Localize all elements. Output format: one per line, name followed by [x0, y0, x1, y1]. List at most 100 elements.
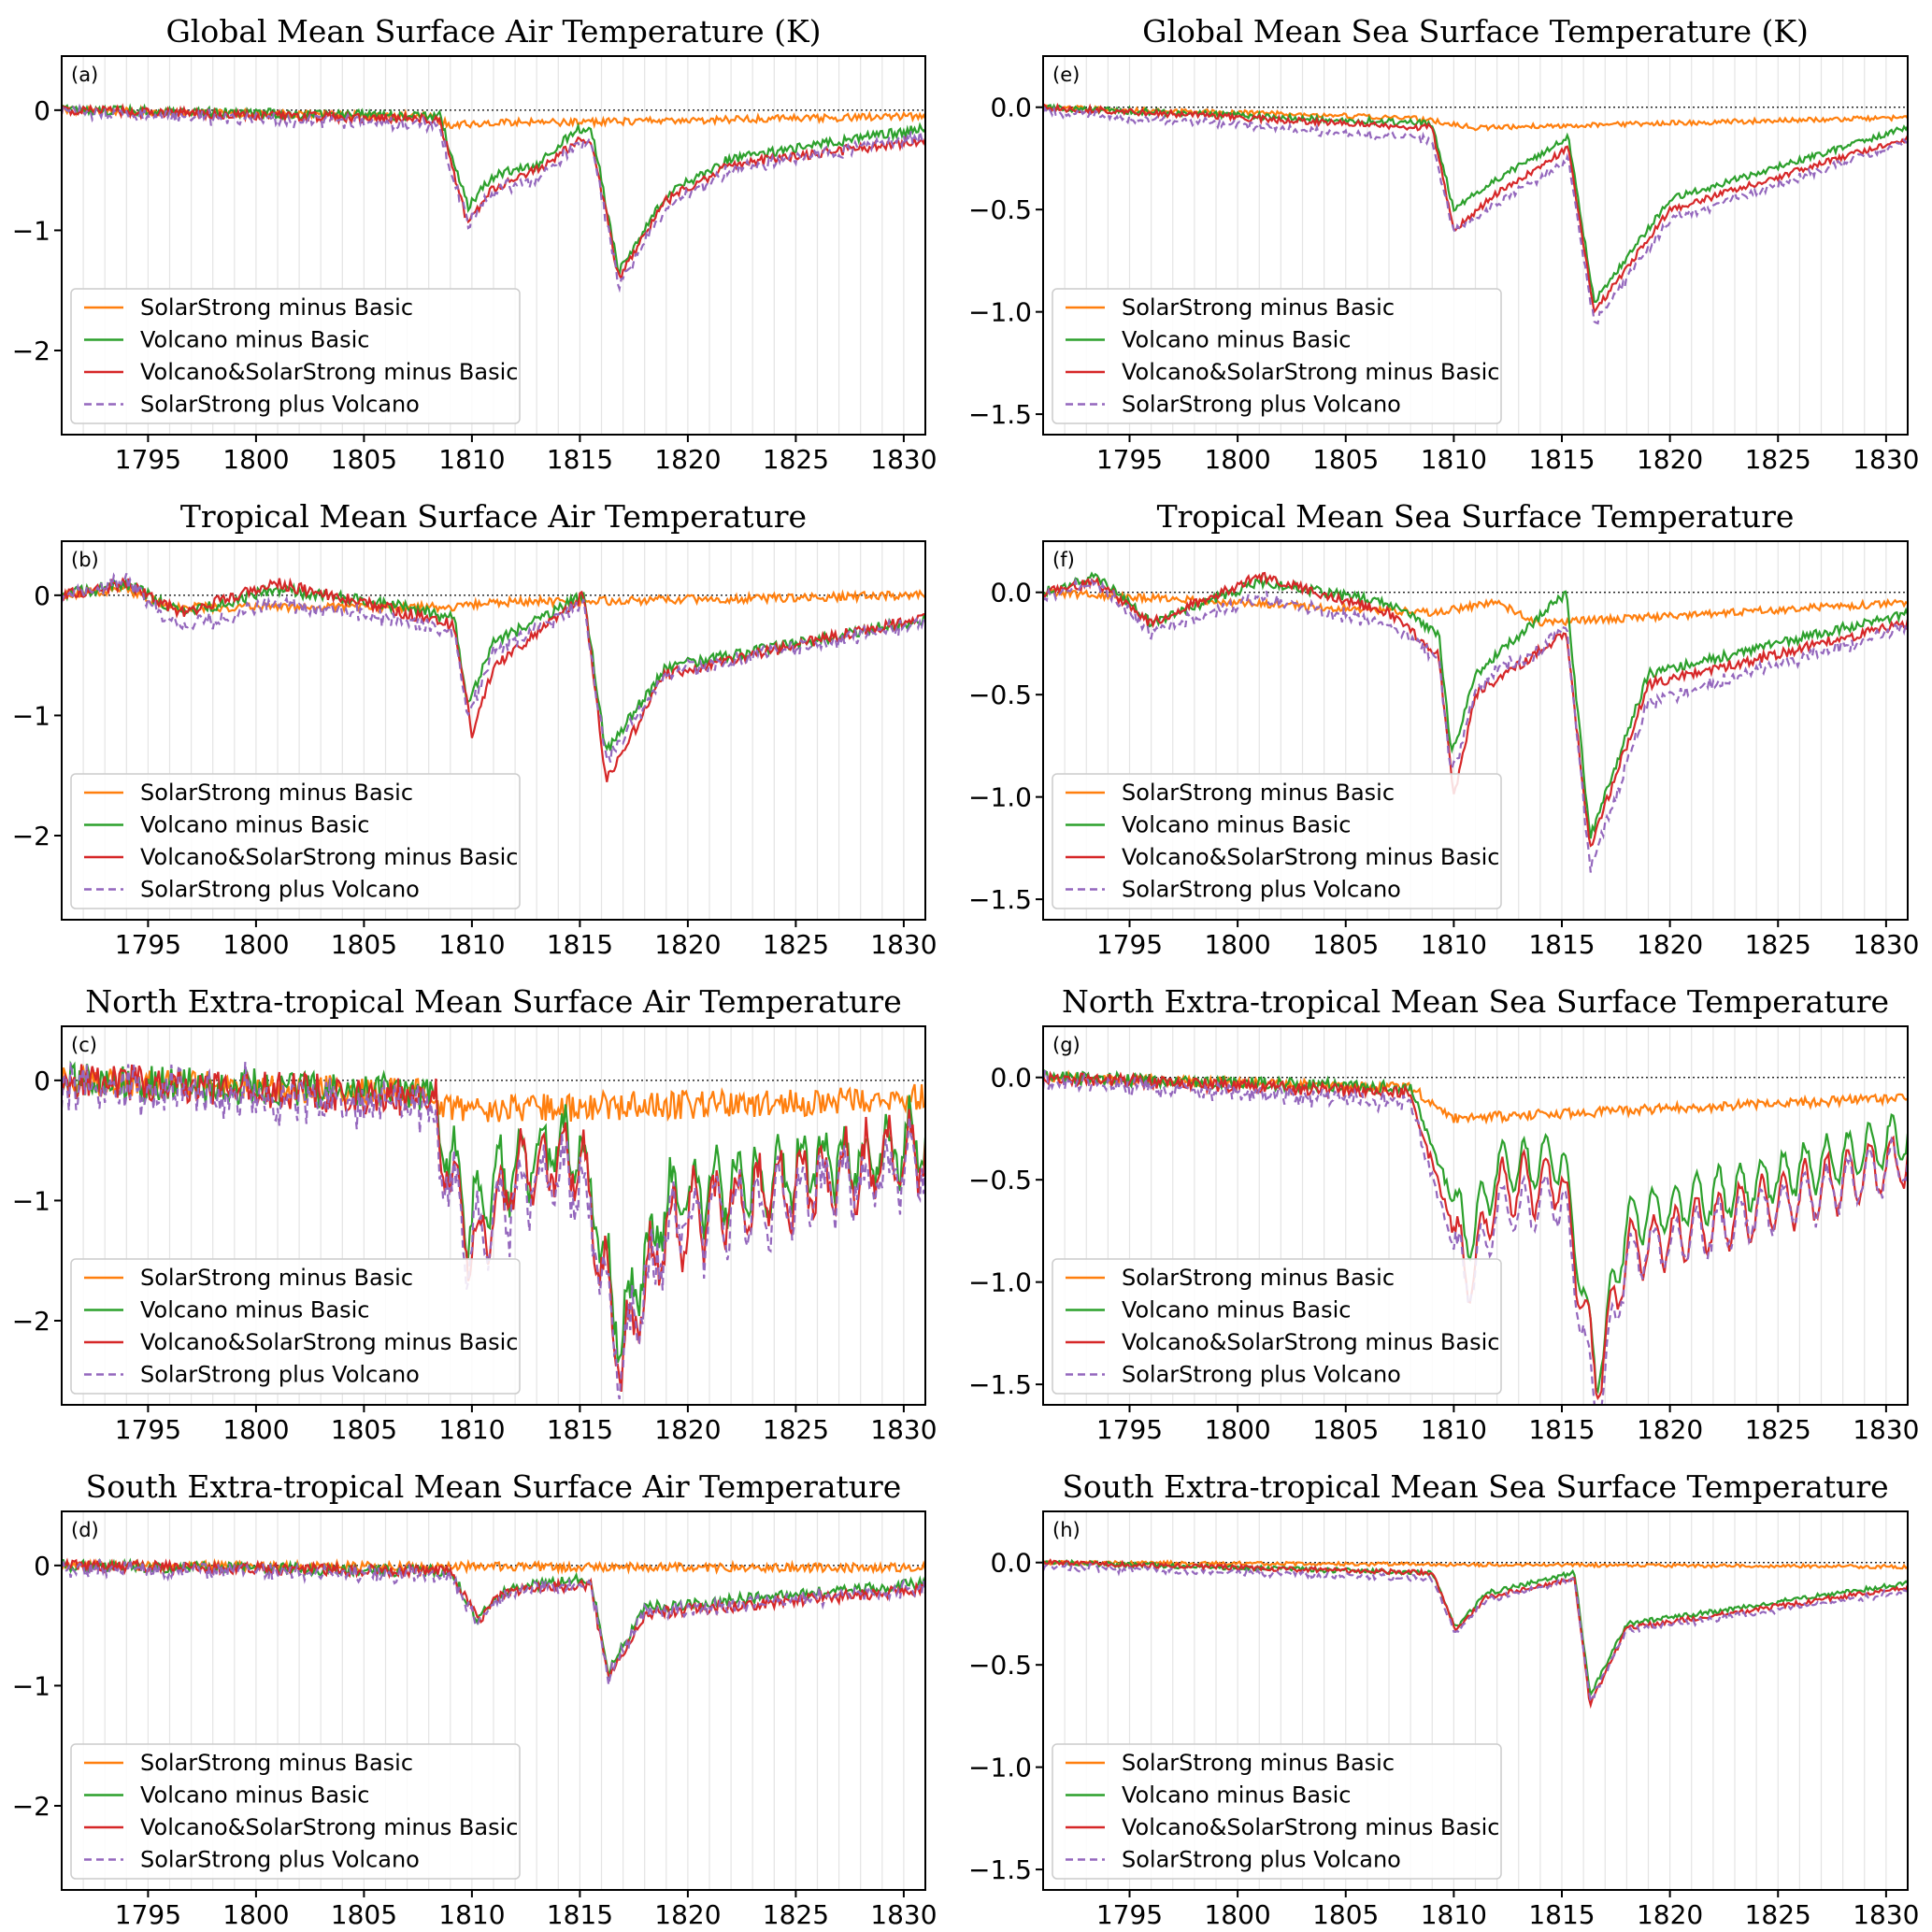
legend-entry: Volcano minus Basic — [1122, 1297, 1351, 1324]
panel-d: South Extra-tropical Mean Surface Air Te… — [12, 1468, 937, 1930]
legend-entry: Volcano minus Basic — [1122, 812, 1351, 838]
series-line-both — [1043, 102, 1908, 315]
x-tick-label: 1800 — [1204, 444, 1270, 475]
x-tick-label: 1805 — [1312, 929, 1379, 960]
y-tick-label: −1.5 — [968, 399, 1032, 430]
panel-g: North Extra-tropical Mean Sea Surface Te… — [968, 983, 1920, 1445]
x-tick-label: 1825 — [1745, 444, 1811, 475]
plot-frame — [1042, 1025, 1909, 1406]
y-tick-label: 0 — [34, 580, 50, 611]
x-tick-label: 1830 — [1853, 929, 1919, 960]
series-line-solar — [1043, 104, 1908, 132]
series-line-plus — [62, 102, 925, 293]
y-tick-label: −0.5 — [968, 1650, 1032, 1681]
y-tick-label: −1 — [12, 215, 50, 246]
legend-box — [1052, 773, 1502, 909]
legend-entry: SolarStrong plus Volcano — [140, 392, 420, 418]
series-line-solar — [62, 584, 925, 616]
x-tick-label: 1810 — [1421, 1414, 1487, 1445]
x-tick-label: 1810 — [438, 444, 505, 475]
legend-entry: Volcano minus Basic — [140, 1297, 369, 1324]
legend: SolarStrong minus Basic Volcano minus Bas… — [70, 288, 521, 424]
x-tick-label: 1805 — [331, 444, 397, 475]
panel-title: Tropical Mean Surface Air Temperature — [180, 498, 807, 535]
legend-entry: SolarStrong plus Volcano — [140, 877, 420, 903]
plot-frame — [61, 1025, 926, 1406]
legend-entry: Volcano minus Basic — [140, 812, 369, 838]
x-tick-label: 1825 — [763, 929, 829, 960]
series-line-solar — [62, 1064, 925, 1123]
series-line-plus — [62, 1558, 925, 1685]
legend-entry: SolarStrong minus Basic — [1122, 1265, 1395, 1291]
y-tick-label: −1.0 — [968, 1753, 1032, 1783]
legend-entry: SolarStrong plus Volcano — [1122, 877, 1401, 903]
x-tick-label: 1805 — [1312, 1899, 1379, 1930]
y-tick-label: 0.0 — [990, 1548, 1032, 1579]
series-line-solar — [62, 1557, 925, 1575]
panel-title: North Extra-tropical Mean Sea Surface Te… — [1062, 983, 1889, 1020]
series-line-plus — [62, 572, 925, 763]
series-line-volcano — [62, 578, 925, 751]
y-tick-label: −2 — [12, 1306, 50, 1337]
panel-label: (g) — [1052, 1034, 1080, 1056]
x-tick-label: 1825 — [1745, 1899, 1811, 1930]
x-tick-label: 1825 — [1745, 1414, 1811, 1445]
x-tick-label: 1815 — [1528, 929, 1595, 960]
y-tick-label: 0.0 — [990, 1063, 1032, 1094]
legend-entry: Volcano minus Basic — [1122, 327, 1351, 353]
legend-box — [70, 773, 521, 909]
x-tick-label: 1795 — [115, 929, 181, 960]
legend-box — [1052, 1743, 1502, 1880]
legend-entry: Volcano&SolarStrong minus Basic — [1122, 1814, 1499, 1840]
panel-label: (h) — [1052, 1519, 1080, 1541]
legend-entry: SolarStrong plus Volcano — [140, 1362, 420, 1388]
legend-entry: Volcano&SolarStrong minus Basic — [1122, 844, 1499, 870]
legend-entry: Volcano&SolarStrong minus Basic — [140, 359, 518, 385]
legend-entry: SolarStrong minus Basic — [140, 294, 413, 321]
panel-title: Tropical Mean Sea Surface Temperature — [1157, 498, 1795, 535]
panel-e: Global Mean Sea Surface Temperature (K) (… — [968, 13, 1920, 475]
series-line-volcano — [62, 103, 925, 275]
x-tick-label: 1810 — [438, 929, 505, 960]
y-tick-label: 0.0 — [990, 93, 1032, 123]
legend-entry: Volcano minus Basic — [140, 1782, 369, 1809]
y-tick-label: −2 — [12, 821, 50, 852]
legend-entry: SolarStrong minus Basic — [1122, 294, 1395, 321]
plot-frame — [1042, 540, 1909, 921]
plot-frame — [61, 55, 926, 436]
legend-entry: Volcano minus Basic — [140, 327, 369, 353]
x-tick-label: 1830 — [870, 1414, 937, 1445]
x-tick-label: 1830 — [1853, 1414, 1919, 1445]
legend-entry: Volcano&SolarStrong minus Basic — [140, 1329, 518, 1355]
x-tick-label: 1830 — [870, 929, 937, 960]
x-tick-label: 1815 — [547, 1899, 613, 1930]
x-tick-label: 1805 — [331, 1414, 397, 1445]
x-tick-label: 1815 — [547, 929, 613, 960]
legend-box — [1052, 1258, 1502, 1395]
x-tick-label: 1820 — [654, 444, 721, 475]
x-tick-label: 1820 — [654, 929, 721, 960]
x-tick-label: 1820 — [1637, 444, 1703, 475]
x-tick-label: 1815 — [547, 1414, 613, 1445]
x-tick-label: 1805 — [1312, 444, 1379, 475]
x-tick-label: 1795 — [115, 1899, 181, 1930]
x-tick-label: 1795 — [1096, 929, 1163, 960]
x-tick-label: 1795 — [115, 444, 181, 475]
y-tick-label: 0 — [34, 95, 50, 126]
x-tick-label: 1795 — [1096, 1414, 1163, 1445]
legend: SolarStrong minus Basic Volcano minus Bas… — [1052, 773, 1502, 909]
legend-entry: Volcano&SolarStrong minus Basic — [1122, 1329, 1499, 1355]
y-tick-label: −1 — [12, 1670, 50, 1701]
x-tick-label: 1830 — [870, 444, 937, 475]
panel-b: Tropical Mean Surface Air Temperature (b)… — [12, 498, 937, 960]
x-tick-label: 1815 — [1528, 1414, 1595, 1445]
panel-label: (f) — [1052, 549, 1075, 571]
x-tick-label: 1810 — [1421, 1899, 1487, 1930]
legend: SolarStrong minus Basic Volcano minus Bas… — [70, 1743, 521, 1880]
x-tick-label: 1820 — [1637, 1899, 1703, 1930]
y-tick-label: −1.5 — [968, 1369, 1032, 1400]
legend: SolarStrong minus Basic Volcano minus Bas… — [1052, 1258, 1502, 1395]
x-tick-label: 1815 — [1528, 444, 1595, 475]
x-tick-label: 1800 — [222, 1899, 289, 1930]
